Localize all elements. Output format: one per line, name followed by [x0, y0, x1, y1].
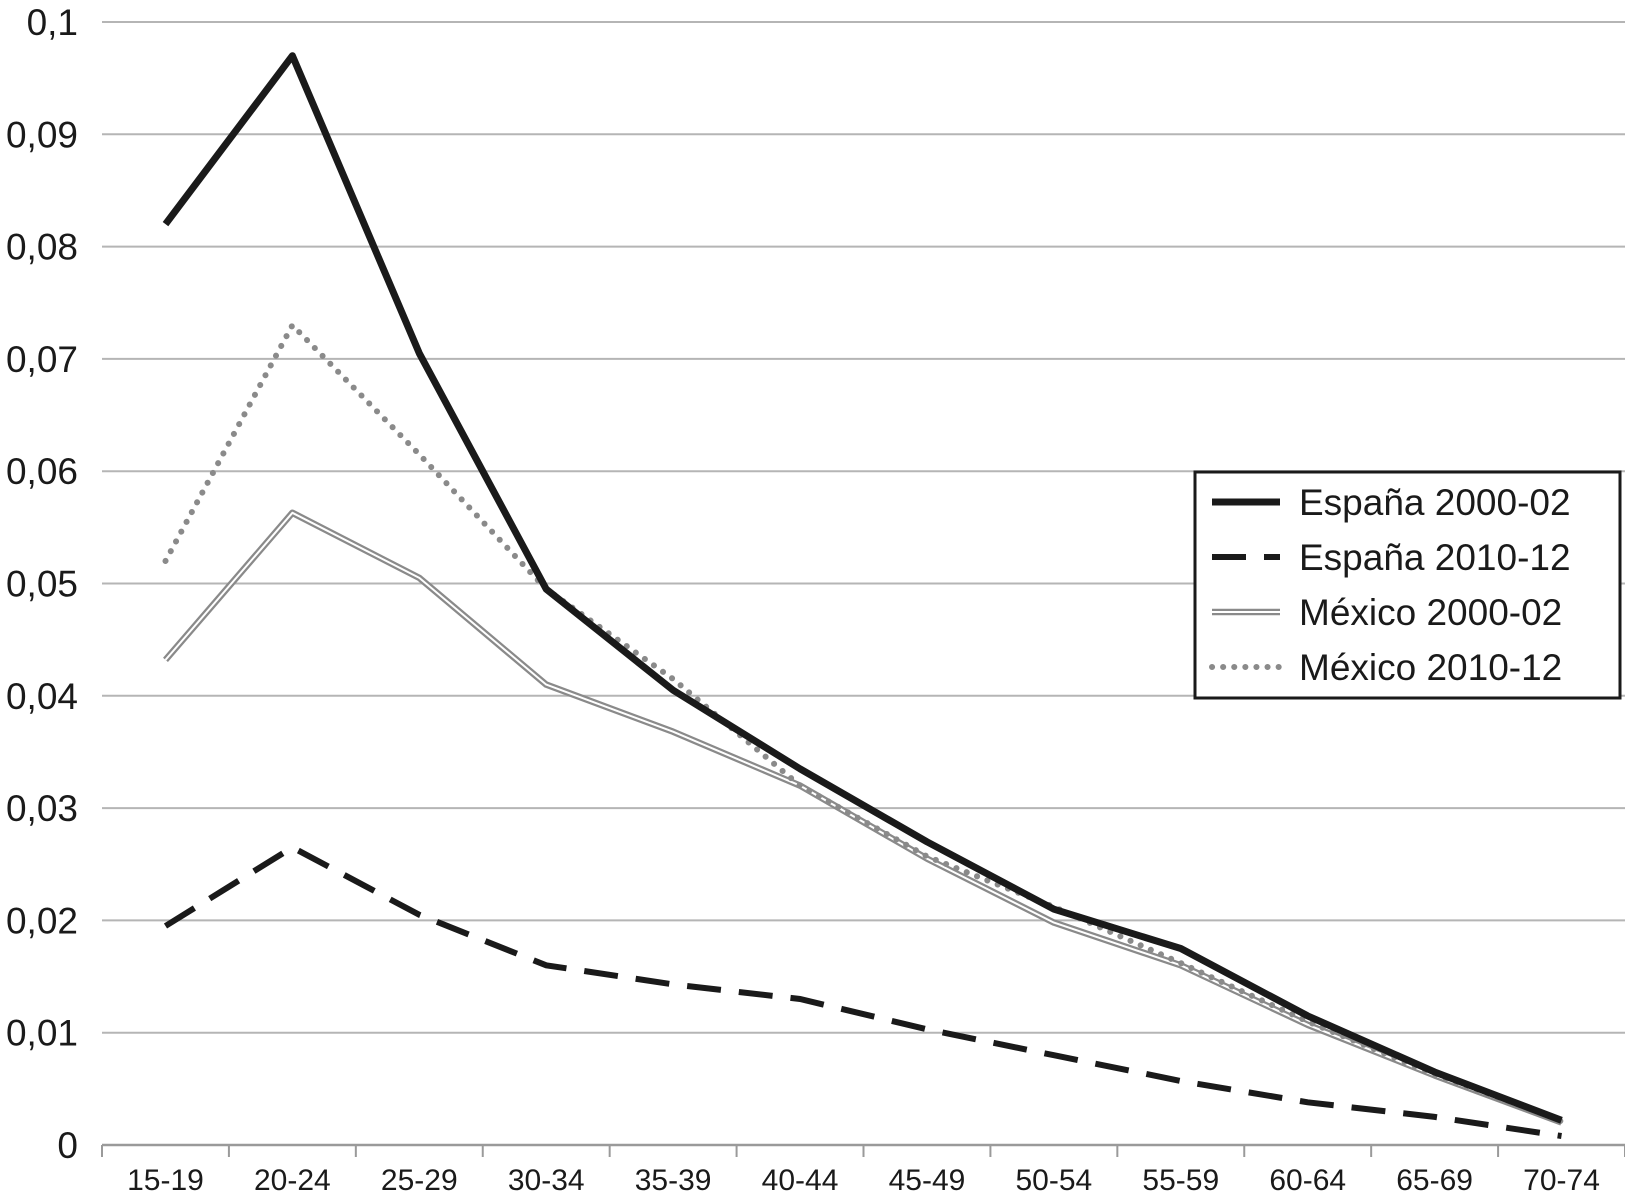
- x-tick-label: 55-59: [1142, 1164, 1219, 1197]
- y-tick-label: 0,08: [6, 227, 78, 268]
- series-lines: [162, 52, 1565, 1139]
- y-tick-label: 0,02: [6, 900, 78, 941]
- y-tick-label: 0,07: [6, 339, 78, 380]
- x-tick-label: 60-64: [1269, 1164, 1346, 1197]
- legend-label: México 2010-12: [1299, 647, 1562, 688]
- x-tick-label: 25-29: [381, 1164, 458, 1197]
- x-tick-label: 45-49: [889, 1164, 966, 1197]
- x-tick-label: 15-19: [127, 1164, 204, 1197]
- series-line-espana-2000-02: [162, 52, 1563, 1124]
- x-tick-label: 65-69: [1396, 1164, 1473, 1197]
- x-tick-label: 50-54: [1016, 1164, 1093, 1197]
- y-tick-label: 0,1: [27, 2, 78, 43]
- y-tick-label: 0,01: [6, 1013, 78, 1054]
- y-tick-label: 0,09: [6, 114, 78, 155]
- legend-label: México 2000-02: [1299, 592, 1562, 633]
- x-tick-label: 40-44: [762, 1164, 839, 1197]
- y-tick-label: 0,03: [6, 788, 78, 829]
- legend-label: España 2000-02: [1299, 482, 1571, 523]
- series-line-mexico-2000-02-inner: [164, 511, 1562, 1124]
- legend: España 2000-02 España 2010-12 México 2000-…: [1193, 470, 1622, 700]
- x-tick-label: 30-34: [508, 1164, 585, 1197]
- x-tick-label: 35-39: [635, 1164, 712, 1197]
- x-tick-label: 20-24: [254, 1164, 331, 1197]
- series-line-espana-2010-12: [163, 843, 1562, 1139]
- legend-label: España 2010-12: [1299, 537, 1571, 578]
- x-axis: 15-19 20-24 25-29 30-34 35-39 40-44 45-49 50-54…: [101, 1145, 1625, 1197]
- y-tick-label: 0,04: [6, 676, 78, 717]
- y-tick-label: 0,05: [6, 564, 78, 605]
- gridlines: [102, 21, 1625, 1147]
- y-axis-ticks: 0 0,01 0,02 0,03 0,04 0,05 0,06 0,07 0,08 0,09 0,1: [6, 2, 78, 1166]
- y-tick-label: 0,06: [6, 451, 78, 492]
- legend-box: [1193, 470, 1622, 700]
- y-tick-label: 0: [57, 1125, 78, 1166]
- x-tick-label: 70-74: [1523, 1164, 1600, 1197]
- series-line-mexico-2010-12: [162, 320, 1565, 1125]
